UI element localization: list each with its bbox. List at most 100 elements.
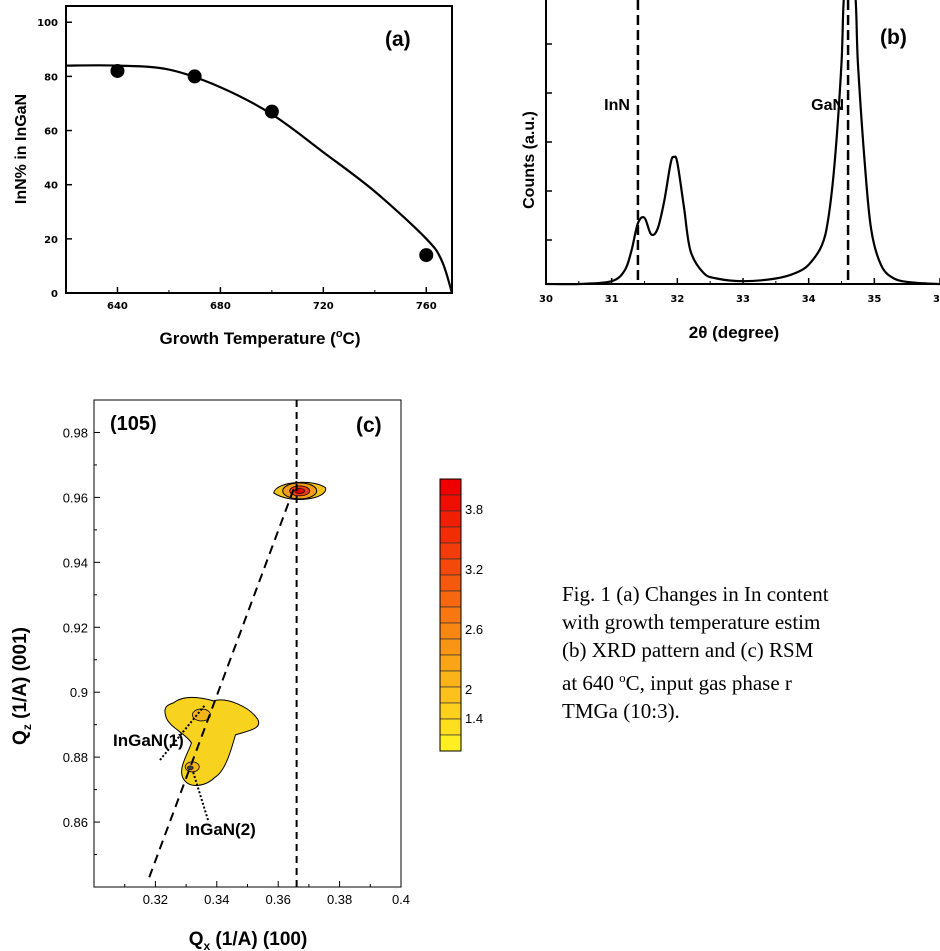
y-axis-label-c: Qz (1/A) (001) (10, 627, 34, 745)
panel-label-b: (b) (880, 26, 907, 49)
x-axis-label-a-part1: Growth Temperature ( (159, 329, 336, 348)
data-point-a (419, 248, 434, 263)
x-tick-label-a: 680 (210, 301, 231, 312)
caption-line-4: at 640 oC, input gas phase r (562, 664, 940, 697)
x-tick-label-b: 35 (867, 294, 881, 305)
colorbar-tick-label: 2.6 (465, 622, 483, 637)
y-tick-label-a: 100 (37, 18, 58, 29)
colorbar-segment (439, 590, 462, 608)
x-tick-label-c: 0.36 (266, 892, 291, 907)
x-tick-label-b: 34 (802, 294, 816, 305)
colorbar-segment (439, 574, 462, 592)
colorbar-segment (439, 622, 462, 640)
chart-panel-c: 0.32 0.34 0.36 0.38 0.4 0.86 0.88 0.9 0.92 0.94 0.… (10, 399, 483, 951)
colorbar-segment (439, 702, 462, 720)
colorbar-segment (439, 670, 462, 688)
reflection-label: (105) (110, 413, 157, 435)
ingan1-label: InGaN(1) (113, 731, 184, 750)
y-axis-label-c-rest: (1/A) (001) (10, 627, 31, 724)
caption-line-1: Fig. 1 (a) Changes in In content (562, 582, 829, 606)
x-axis-label-c-rest: (1/A) (100) (210, 929, 307, 950)
x-tick-label-c: 0.4 (392, 892, 410, 907)
y-tick-label-c: 0.9 (70, 685, 88, 700)
x-tick-label-a: 640 (107, 301, 128, 312)
ingan2-peak-core (186, 765, 194, 771)
x-tick-label-b: 33 (736, 294, 750, 305)
colorbar-tick-label: 2 (465, 682, 472, 697)
plot-frame-c (93, 399, 402, 888)
y-tick-label-c: 0.92 (63, 620, 88, 635)
plot-frame-a (65, 5, 453, 294)
relaxation-line (148, 480, 298, 878)
fit-curve-a (65, 64, 454, 294)
y-axis-label-b: Counts (a.u.) (521, 111, 538, 209)
y-tick-label-a: 80 (44, 72, 58, 83)
x-axis-label-a: Growth Temperature (oC) (159, 328, 360, 348)
caption-line-4-part1: at 640 (562, 671, 620, 695)
colorbar-segment (439, 686, 462, 704)
x-axis-label-b: 2θ (degree) (689, 323, 779, 342)
x-tick-label-a: 720 (313, 301, 334, 312)
x-axis-label-a-part2: C) (343, 329, 361, 348)
caption-line-5: TMGa (10:3). (562, 699, 680, 723)
x-tick-label-a: 760 (416, 301, 437, 312)
x-tick-label-b: 36 (933, 294, 940, 305)
colorbar-segment (439, 542, 462, 560)
y-axis-label-a: InN% in InGaN (13, 94, 30, 204)
caption-degree: o (619, 670, 626, 685)
caption-line-3: (b) XRD pattern and (c) RSM (562, 638, 814, 662)
y-tick-label-a: 40 (44, 181, 58, 192)
colorbar-tick-label: 3.2 (465, 562, 483, 577)
x-axis-label-c-q: Q (189, 929, 204, 950)
panel-label-c: (c) (356, 414, 382, 437)
caption-line-4-part2: C, input gas phase r (625, 671, 792, 695)
caption-line-2: with growth temperature estim (562, 610, 821, 634)
x-axis-label-c: Qx (1/A) (100) (189, 929, 308, 951)
y-axis-label-c-sub: z (20, 724, 34, 730)
colorbar-tick-label: 3.8 (465, 502, 483, 517)
y-tick-label-a: 60 (44, 127, 58, 138)
y-tick-label-c: 0.88 (63, 750, 88, 765)
x-tick-label-b: 32 (670, 294, 684, 305)
colorbar: 3.8 3.2 2.6 2 1.4 (439, 478, 483, 752)
colorbar-segment (439, 654, 462, 672)
x-tick-label-c: 0.34 (204, 892, 229, 907)
y-tick-label-c: 0.94 (63, 555, 88, 570)
x-tick-label-b: 30 (539, 294, 553, 305)
colorbar-segment (439, 478, 462, 496)
y-tick-label-a: 0 (51, 289, 58, 300)
panel-label-a: (a) (385, 28, 411, 51)
colorbar-segment (439, 558, 462, 576)
y-axis-label-c-q: Q (10, 730, 31, 745)
x-axis-label-c-sub: x (203, 939, 210, 951)
x-tick-label-c: 0.38 (327, 892, 352, 907)
ingan2-label: InGaN(2) (185, 820, 256, 839)
y-tick-label-c: 0.96 (63, 490, 88, 505)
colorbar-segment (439, 638, 462, 656)
colorbar-segment (439, 510, 462, 528)
y-tick-label-c: 0.98 (63, 425, 88, 440)
colorbar-segment (439, 606, 462, 624)
y-tick-label-a: 20 (44, 235, 58, 246)
peak-label-gan: GaN (811, 97, 844, 114)
colorbar-frame (439, 478, 462, 752)
colorbar-segment (439, 526, 462, 544)
colorbar-segment (439, 734, 462, 752)
data-point-a (264, 104, 279, 119)
data-point-a (187, 69, 202, 84)
x-axis-label-a-degree: o (336, 328, 343, 340)
xrd-curve-b (545, 0, 940, 286)
peak-label-inn: InN (604, 97, 630, 114)
x-tick-label-c: 0.32 (143, 892, 168, 907)
chart-panel-a: 640 680 720 760 0 20 40 60 80 100 (a) InN% in InG… (13, 5, 454, 348)
colorbar-segment (439, 494, 462, 512)
y-tick-label-c: 0.86 (63, 815, 88, 830)
colorbar-segment (439, 718, 462, 736)
colorbar-tick-label: 1.4 (465, 711, 483, 726)
figure-caption: Fig. 1 (a) Changes in In content with gr… (562, 580, 940, 725)
x-tick-label-b: 31 (605, 294, 619, 305)
data-point-a (110, 63, 125, 78)
ingan2-pointer (192, 771, 209, 821)
